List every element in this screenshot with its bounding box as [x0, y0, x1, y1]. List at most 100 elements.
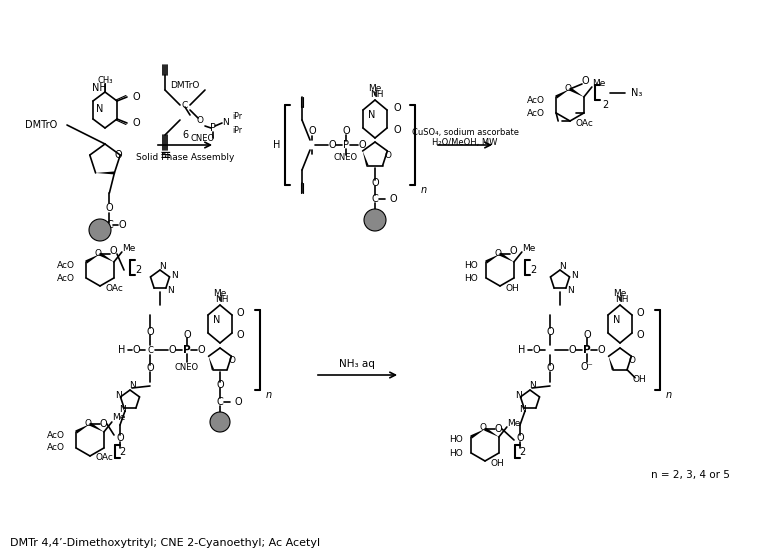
Text: Me: Me [613, 288, 627, 297]
Circle shape [210, 412, 230, 432]
Text: N: N [171, 270, 177, 279]
Text: NH: NH [370, 90, 384, 99]
Text: OH: OH [505, 283, 518, 292]
Polygon shape [485, 254, 500, 264]
Text: P: P [210, 123, 216, 133]
Text: O: O [216, 380, 224, 390]
Text: O: O [99, 419, 107, 429]
Text: n: n [266, 390, 272, 400]
Text: O: O [309, 126, 316, 136]
Text: CNEO: CNEO [191, 133, 215, 142]
Text: AcO: AcO [57, 273, 75, 282]
Text: OAc: OAc [575, 119, 593, 128]
Text: O: O [236, 308, 244, 318]
Text: C: C [371, 194, 378, 204]
Text: O: O [196, 115, 203, 124]
Text: P: P [183, 345, 191, 355]
Text: ≡: ≡ [159, 148, 171, 162]
Text: O: O [628, 356, 635, 365]
Text: H: H [118, 345, 126, 355]
Text: O: O [494, 424, 502, 434]
Text: O: O [547, 327, 554, 337]
Text: OAc: OAc [105, 283, 123, 292]
Text: CNEO: CNEO [175, 362, 199, 371]
Text: N: N [559, 262, 565, 270]
Text: O: O [393, 103, 401, 113]
Text: OH: OH [490, 459, 504, 468]
Text: P: P [583, 345, 590, 355]
Text: N: N [567, 286, 573, 295]
Text: C: C [147, 346, 153, 354]
Text: DMTrO: DMTrO [25, 120, 57, 130]
Text: O: O [114, 150, 122, 160]
Text: O: O [393, 125, 401, 135]
Text: O: O [168, 345, 176, 355]
Text: Me: Me [122, 244, 136, 253]
Text: H: H [273, 140, 280, 150]
Circle shape [364, 209, 386, 231]
Text: N: N [96, 104, 104, 114]
Text: N: N [114, 390, 121, 399]
Text: OH: OH [632, 375, 646, 384]
Text: O: O [480, 423, 487, 432]
Text: DMTrO: DMTrO [171, 81, 199, 90]
Text: Me: Me [507, 418, 521, 427]
Text: Me: Me [522, 244, 535, 253]
Text: O: O [116, 433, 124, 443]
Text: Solid Phase Assembly: Solid Phase Assembly [136, 152, 234, 161]
Text: Me: Me [592, 78, 606, 87]
Text: NH: NH [92, 83, 106, 93]
Polygon shape [499, 253, 514, 262]
Polygon shape [556, 89, 570, 99]
Text: N: N [515, 390, 522, 399]
Text: iPr: iPr [232, 111, 242, 120]
Polygon shape [609, 356, 614, 370]
Text: AcO: AcO [47, 444, 65, 452]
Text: O: O [234, 397, 242, 407]
Polygon shape [89, 422, 104, 432]
Text: O: O [516, 433, 524, 443]
Text: 2: 2 [602, 100, 608, 110]
Polygon shape [208, 356, 215, 370]
Text: O: O [105, 203, 113, 213]
Polygon shape [484, 427, 499, 437]
Text: P: P [343, 140, 349, 150]
Text: N: N [129, 381, 136, 390]
Text: AcO: AcO [527, 109, 545, 118]
Text: O: O [146, 363, 154, 373]
Text: CNEO: CNEO [334, 152, 358, 161]
Text: N: N [167, 286, 174, 295]
Text: iPr: iPr [232, 125, 242, 134]
Text: Me: Me [213, 288, 227, 297]
Text: O: O [84, 418, 92, 427]
Text: O: O [583, 330, 590, 340]
Text: CH₃: CH₃ [97, 76, 113, 85]
Text: O: O [95, 249, 102, 258]
Text: n: n [666, 390, 672, 400]
Polygon shape [85, 254, 100, 264]
Polygon shape [362, 151, 368, 166]
Text: 2: 2 [119, 447, 125, 457]
Text: O: O [132, 92, 139, 102]
Text: O: O [532, 345, 540, 355]
Text: O: O [636, 330, 644, 340]
Text: O: O [342, 126, 349, 136]
Circle shape [89, 219, 111, 241]
Text: O: O [109, 246, 117, 256]
Text: O: O [509, 246, 517, 256]
Text: O: O [389, 194, 396, 204]
Text: C: C [182, 100, 188, 110]
Text: O⁻: O⁻ [581, 362, 594, 372]
Text: OAc: OAc [95, 454, 113, 463]
Text: O: O [547, 363, 554, 373]
Text: C: C [106, 220, 113, 230]
Text: N: N [213, 315, 221, 325]
Text: Me: Me [112, 413, 125, 422]
Text: N: N [518, 405, 525, 414]
Text: O: O [146, 327, 154, 337]
Text: O: O [565, 83, 572, 92]
Text: O: O [236, 330, 244, 340]
Text: NH₃ aq: NH₃ aq [339, 359, 375, 369]
Text: N: N [571, 270, 578, 279]
Text: O: O [118, 220, 127, 230]
